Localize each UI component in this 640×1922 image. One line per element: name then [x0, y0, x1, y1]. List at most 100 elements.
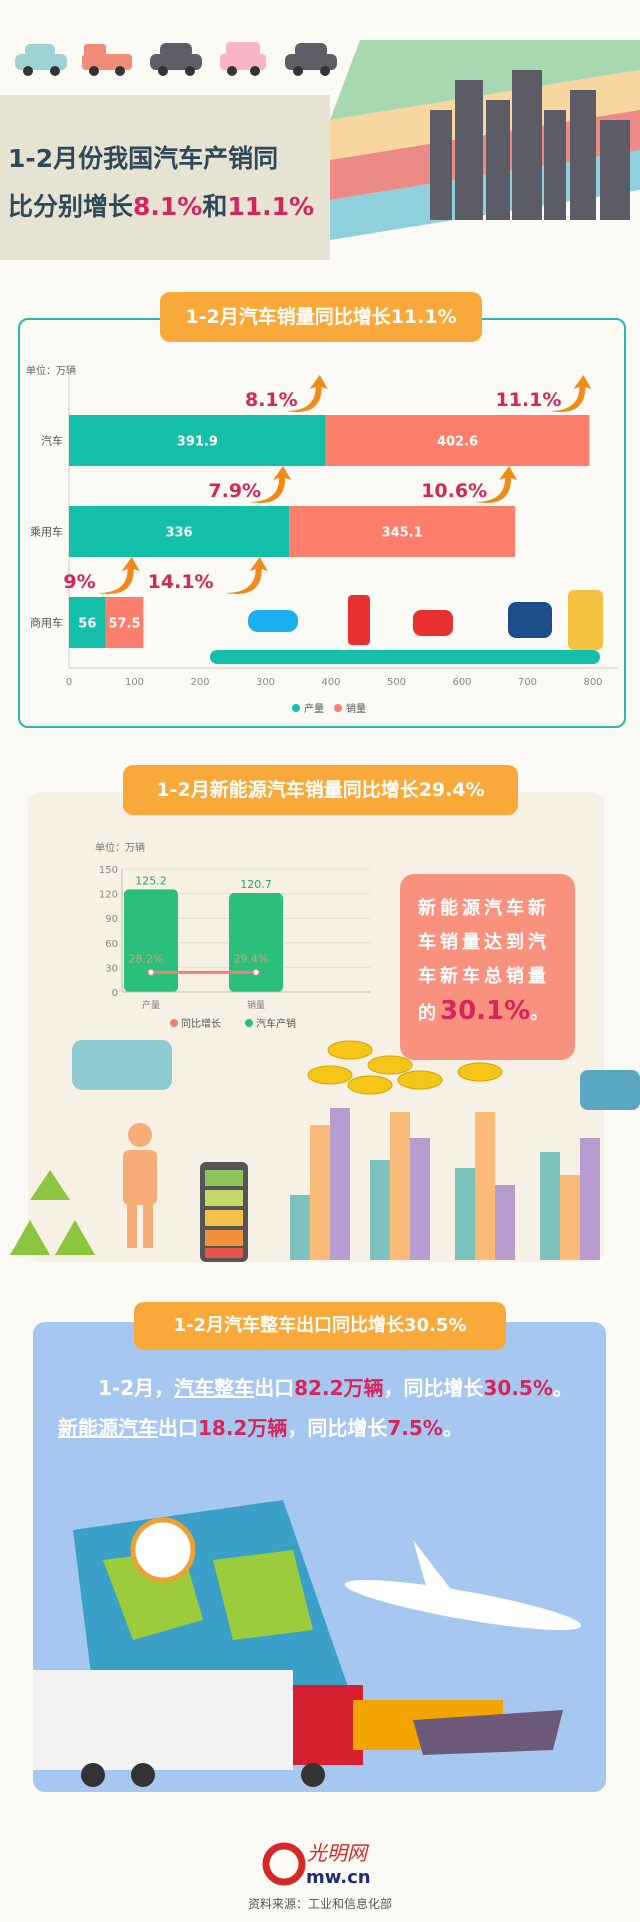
car-icon — [508, 602, 552, 638]
value-label: 125.2 — [135, 874, 167, 887]
svg-text:mw.cn: mw.cn — [306, 1867, 371, 1888]
legend-marker — [170, 1019, 178, 1027]
charger-icon — [348, 595, 370, 645]
x-tick-label: 400 — [321, 677, 340, 688]
y-tick-label: 90 — [105, 914, 118, 925]
airplane-icon — [344, 1540, 582, 1630]
city-stripes — [330, 40, 640, 240]
bar-sales — [289, 506, 516, 557]
category-label: 汽车 — [41, 434, 63, 448]
x-tick-label: 100 — [125, 677, 144, 688]
car-icons — [15, 42, 337, 76]
y-tick-label: 0 — [112, 988, 118, 999]
y-tick-label: 120 — [99, 890, 118, 901]
nev-production-sales-chart: 单位：万辆 0 30 60 90 120 150 125.2 产量 28.2% 120.7 销量 29.… — [95, 841, 370, 1030]
category-label: 乘用车 — [30, 525, 63, 539]
callout-value: 30.1% — [440, 996, 531, 1026]
nev-export-growth: 7.5% — [387, 1416, 443, 1440]
y-tick-label: 150 — [99, 865, 118, 876]
y-tick-label: 30 — [105, 963, 118, 974]
value-label: 391.9 — [177, 435, 218, 450]
legend-label: 汽车产销 — [256, 1017, 296, 1030]
growth-label: 28.2% — [129, 952, 164, 965]
container-truck — [33, 1670, 293, 1770]
bar-graph-illustration — [290, 1108, 600, 1260]
title-text: 比分别增长 — [8, 192, 134, 221]
x-tick-label: 700 — [518, 677, 537, 688]
text: ，同比增长 — [287, 1416, 388, 1440]
text: 出口 — [254, 1376, 295, 1400]
header-cars — [10, 40, 340, 80]
growth-arrow-icon — [475, 466, 518, 503]
legend-label: 同比增长 — [181, 1017, 221, 1030]
battery-icon — [200, 1162, 248, 1262]
callout-text: 新能源汽车新车销量达到汽车新车总销量的 — [418, 898, 550, 1024]
vehicle-production-sales-chart: 单位：万辆 0 100 200 300 400 500 600 700 800 汽车 391.9 402… — [26, 364, 618, 715]
export-growth: 30.5% — [483, 1376, 553, 1400]
nev-share-callout: 新能源汽车新车销量达到汽车新车总销量的30.1%。 — [400, 874, 575, 1060]
growth-label: 29.4% — [234, 952, 269, 965]
unit-label: 单位：万辆 — [26, 364, 76, 377]
title-line-2: 比分别增长8.1%和11.1% — [8, 183, 330, 231]
title-value-sales: 11.1% — [227, 192, 315, 221]
growth-label: 7.9% — [208, 480, 261, 502]
title-value-production: 8.1% — [133, 192, 203, 221]
section1-title: 1-2月汽车销量同比增长11.1% — [160, 292, 482, 342]
bar-sales — [105, 597, 144, 648]
section2-title: 1-2月新能源汽车销量同比增长29.4% — [123, 765, 518, 815]
export-paragraph: 1-2月，汽车整车出口82.2万辆，同比增长30.5%。新能源汽车出口18.2万… — [58, 1368, 578, 1448]
value-label: 57.5 — [108, 617, 140, 632]
speech-bubble-icon — [72, 1040, 172, 1090]
growth-point — [252, 968, 260, 976]
x-tick-label: 500 — [387, 677, 406, 688]
text-underlined: 新能源汽车 — [58, 1416, 158, 1440]
text: 出口 — [158, 1416, 198, 1440]
growth-label: 8.1% — [245, 389, 298, 411]
text: 。 — [552, 1376, 573, 1400]
bar-nev — [229, 893, 283, 992]
export-illustration — [33, 1500, 582, 1787]
x-tick-label: 0 — [66, 677, 72, 688]
title-line-1: 1-2月份我国汽车产销同 — [8, 144, 279, 173]
ship-icon — [413, 1710, 563, 1755]
growth-arrow-icon — [225, 557, 268, 594]
legend-label: 销量 — [346, 702, 366, 715]
clock-icon — [130, 1517, 196, 1583]
x-tick-label: 产量 — [142, 999, 160, 1011]
bar-nev — [124, 889, 178, 992]
value-label: 56 — [78, 617, 96, 632]
text: 1-2月， — [98, 1376, 175, 1400]
growth-arrow-icon — [549, 375, 592, 412]
callout-end: 。 — [530, 1003, 553, 1024]
legend-marker — [292, 704, 300, 712]
unit-label: 单位：万辆 — [95, 841, 145, 854]
text: ，同比增长 — [383, 1376, 484, 1400]
bar-production — [69, 415, 326, 466]
growth-point — [147, 968, 155, 976]
x-tick-label: 200 — [190, 677, 209, 688]
car-icon — [248, 610, 298, 632]
x-tick-label: 600 — [452, 677, 471, 688]
x-tick-label: 800 — [583, 677, 602, 688]
growth-label: 14.1% — [148, 571, 214, 593]
legend-marker — [334, 704, 342, 712]
value-label: 402.6 — [437, 435, 478, 450]
bar-production — [69, 597, 106, 648]
coins-illustration — [307, 1040, 503, 1095]
legend-label: 产量 — [304, 702, 324, 715]
legend-marker — [245, 1019, 253, 1027]
value-label: 120.7 — [240, 878, 272, 891]
value-label: 336 — [165, 526, 192, 541]
data-source: 资料来源：工业和信息化部 — [247, 1897, 392, 1911]
recycle-icon — [10, 1170, 95, 1255]
section2-illustration — [10, 1040, 640, 1262]
person-icon — [123, 1123, 157, 1248]
section3-title: 1-2月汽车整车出口同比增长30.5% — [134, 1302, 506, 1350]
bar-production — [69, 506, 290, 557]
export-volume: 82.2万辆 — [294, 1376, 384, 1400]
x-tick-label: 300 — [256, 677, 275, 688]
gmw-logo: 光明网 mw.cn — [262, 1838, 392, 1888]
bar-sales — [325, 415, 590, 466]
growth-arrow-icon — [249, 466, 292, 503]
fuel-pump-icon — [568, 590, 603, 650]
